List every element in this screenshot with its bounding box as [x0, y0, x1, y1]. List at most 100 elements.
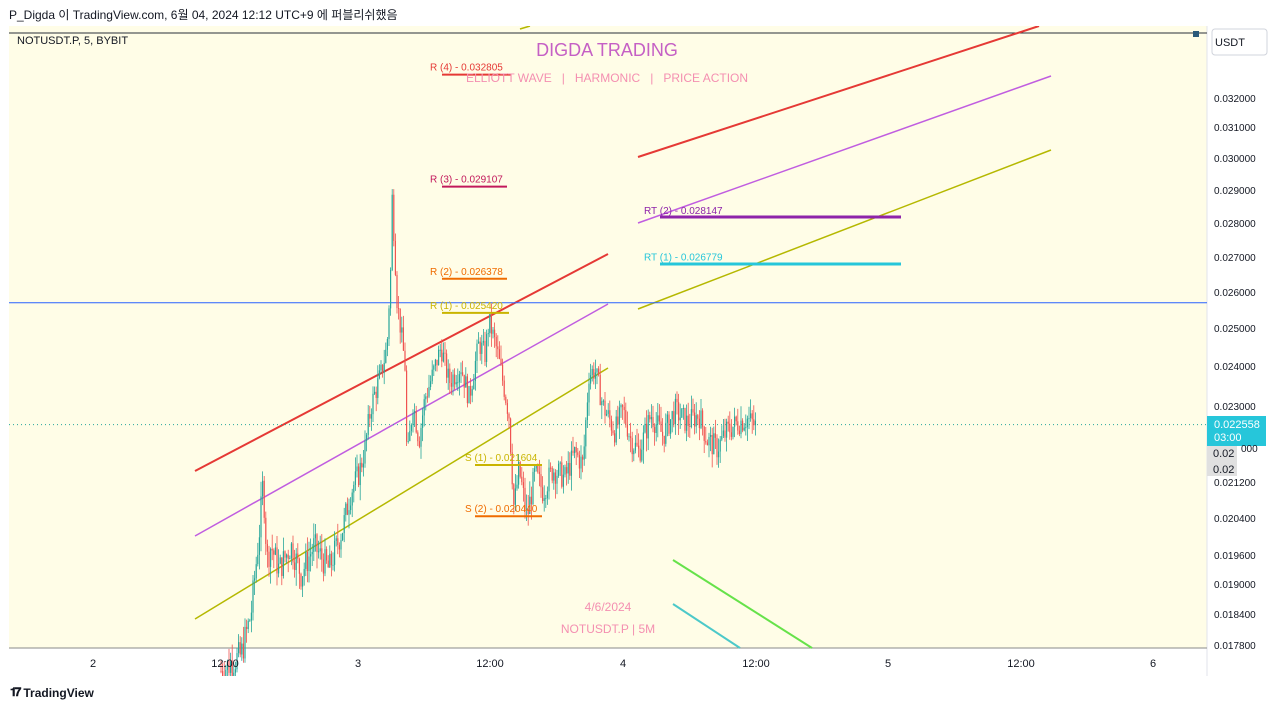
time-tick-label[interactable]: 2: [90, 658, 96, 670]
price-tick-label[interactable]: 0.023000: [1214, 402, 1256, 413]
price-tick-label[interactable]: 0.029000: [1214, 186, 1256, 197]
tradingview-logo[interactable]: 𝟏𝟕 TradingView: [10, 685, 94, 700]
candle: [298, 557, 300, 589]
price-tick-label[interactable]: 0.027000: [1214, 253, 1256, 264]
candle: [294, 549, 296, 578]
time-tick-label[interactable]: 12:00: [476, 658, 504, 670]
candle: [476, 339, 478, 373]
candle: [420, 423, 422, 459]
candle: [590, 363, 592, 390]
candle: [366, 432, 368, 452]
candle: [402, 315, 404, 351]
channel-top-stub: [519, 26, 531, 30]
candle: [740, 406, 742, 439]
candle: [258, 524, 260, 570]
extra-axis-labels: 0.02 0.02: [1207, 446, 1237, 476]
price-tick-label[interactable]: 0.024000: [1214, 362, 1256, 373]
price-tick-label[interactable]: 0.025000: [1214, 324, 1256, 335]
candle: [626, 411, 628, 440]
candle: [230, 652, 232, 676]
chart[interactable]: R (4) - 0.032805 R (3) - 0.029107 R (2) - …: [9, 26, 1269, 676]
candle: [409, 420, 411, 442]
time-tick-label[interactable]: 6: [1150, 658, 1156, 670]
price-tick-label[interactable]: 0.030000: [1214, 154, 1256, 165]
candle: [388, 305, 390, 346]
price-tick-label[interactable]: 0.028000: [1214, 219, 1256, 230]
candle: [367, 405, 369, 440]
currency-button-label[interactable]: USDT: [1215, 37, 1245, 49]
level-label: R (2) - 0.026378: [430, 267, 503, 278]
price-tick-label[interactable]: 0.032000: [1214, 94, 1256, 105]
candle: [398, 295, 400, 320]
candlesticks: [220, 189, 756, 676]
candle: [708, 432, 710, 458]
candle: [679, 403, 681, 429]
candle: [321, 534, 323, 572]
time-tick-label[interactable]: 12:00: [211, 658, 239, 670]
candle: [727, 415, 729, 432]
price-tick-label[interactable]: 0.021200: [1214, 478, 1256, 489]
candle: [497, 335, 499, 360]
level-label: S (2) - 0.020440: [465, 504, 538, 515]
candle: [494, 322, 496, 348]
candle: [729, 411, 731, 440]
candle: [687, 402, 689, 437]
price-tick-label[interactable]: 0.019600: [1214, 551, 1256, 562]
price-tick-label[interactable]: 0.019000: [1214, 580, 1256, 591]
candle: [450, 371, 452, 395]
candle: [239, 636, 241, 658]
currency-button[interactable]: USDT: [1211, 28, 1268, 56]
candle: [302, 575, 304, 598]
price-tick-label[interactable]: 0.020400: [1214, 514, 1256, 525]
candle: [738, 425, 740, 437]
candle: [658, 404, 660, 425]
candle: [430, 375, 432, 391]
price-tick-label[interactable]: 0.017800: [1214, 641, 1256, 652]
time-tick-label[interactable]: 4: [620, 658, 626, 670]
extra-axis-label-1: 0.02: [1213, 448, 1234, 460]
time-tick-label[interactable]: 5: [885, 658, 891, 670]
channel-upper-red-1: [194, 253, 609, 472]
candle: [290, 542, 292, 566]
price-axis-ticks[interactable]: 0.032000 0.031000 0.030000 0.029000 0.028000…: [1214, 94, 1256, 652]
candle: [569, 452, 571, 480]
candle: [486, 329, 488, 368]
candle: [369, 405, 371, 427]
corner-square-icon[interactable]: [1193, 31, 1199, 37]
price-tick-label[interactable]: 0.031000: [1214, 123, 1256, 134]
level-label: R (3) - 0.029107: [430, 175, 503, 186]
candle: [310, 538, 312, 572]
candle: [226, 659, 228, 676]
channel-upper-red-2: [637, 26, 1040, 158]
candle: [274, 543, 276, 556]
price-tick-label[interactable]: 0.018400: [1214, 610, 1256, 621]
candle: [548, 459, 550, 500]
candle: [654, 423, 656, 446]
footer-brand: TradingView: [23, 685, 94, 700]
time-tick-label[interactable]: 3: [355, 658, 361, 670]
candle: [447, 359, 449, 390]
time-tick-label[interactable]: 12:00: [1007, 658, 1035, 670]
candle: [250, 600, 252, 633]
time-tick-label[interactable]: 12:00: [742, 658, 770, 670]
candle: [583, 434, 585, 466]
candle: [710, 426, 712, 452]
candle: [326, 546, 328, 564]
candle: [345, 501, 347, 522]
candle: [410, 423, 412, 436]
time-axis-ticks[interactable]: 2 12:00 3 12:00 4 12:00 5 12:00 6: [90, 658, 1156, 670]
candle: [487, 328, 489, 347]
candle: [359, 454, 361, 501]
candle: [700, 399, 702, 430]
price-tick-label[interactable]: 0.026000: [1214, 288, 1256, 299]
horizontal-lines: [9, 302, 1207, 426]
candle: [425, 392, 427, 411]
chart-frame: R (4) - 0.032805 R (3) - 0.029107 R (2) - …: [9, 26, 1269, 676]
level-label: R (4) - 0.032805: [430, 63, 503, 74]
candle: [281, 557, 283, 586]
candle: [353, 481, 355, 503]
level-label: RT (1) - 0.026779: [644, 253, 723, 264]
candle: [519, 461, 521, 479]
candle: [663, 435, 665, 453]
footer: 𝟏𝟕 TradingView: [0, 676, 1280, 709]
